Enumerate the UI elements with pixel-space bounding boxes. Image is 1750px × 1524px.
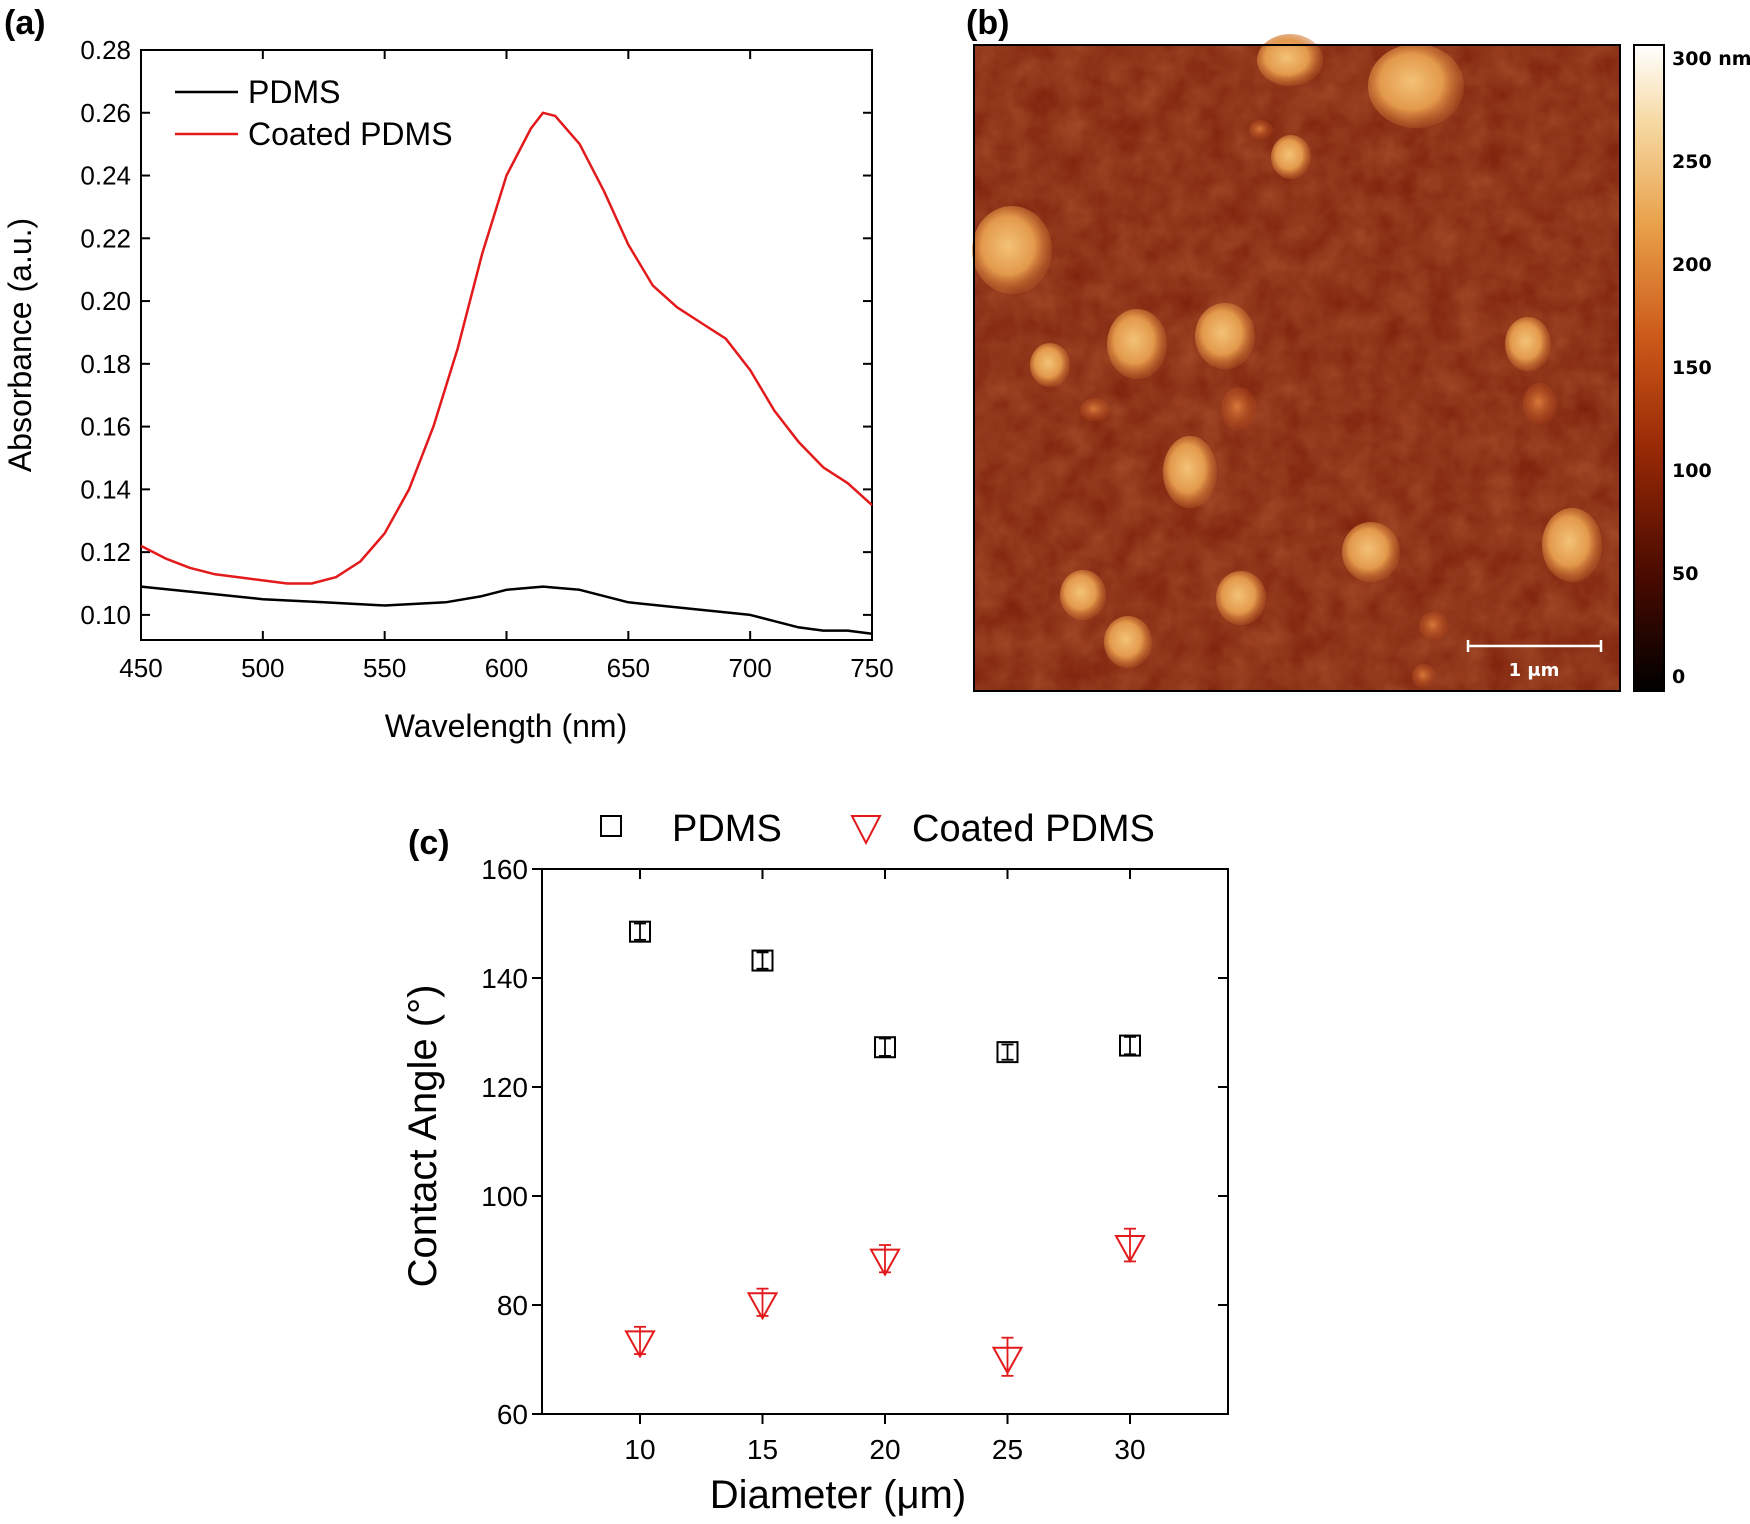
data-point-coated-pdms <box>1114 1235 1146 1264</box>
y-tick-label: 140 <box>481 963 528 994</box>
panel-c-x-ticks: 10 15 20 25 30 <box>624 869 1146 1465</box>
afm-particle <box>1368 44 1464 128</box>
y-tick-label: 0.24 <box>80 161 131 191</box>
data-point-coated-pdms <box>746 1292 779 1321</box>
y-tick-label: 0.10 <box>80 600 131 630</box>
colorbar-tick-label: 300 nm <box>1672 48 1750 70</box>
legend-marker-square <box>600 815 622 837</box>
data-point-coated-pdms <box>869 1248 901 1277</box>
afm-particle <box>1104 616 1152 668</box>
x-tick-label: 10 <box>624 1434 655 1465</box>
series-line-coated-pdms <box>140 111 873 585</box>
afm-particle <box>1107 309 1167 379</box>
y-tick-label: 0.26 <box>80 98 131 128</box>
x-tick-label: 550 <box>363 653 406 683</box>
afm-particles <box>972 34 1602 688</box>
panel-c-x-axis-title: Diameter (μm) <box>710 1473 966 1517</box>
panel-a-x-axis-title: Wavelength (nm) <box>385 708 627 744</box>
colorbar-tick-label: 250 <box>1672 151 1712 173</box>
panel-c: (c) 60 80 100 120 140 160 10 15 20 25 30 Diameter… <box>401 808 1229 1517</box>
panel-a-legend: PDMS Coated PDMS <box>175 74 453 152</box>
colorbar-tick-label: 200 <box>1672 254 1712 276</box>
data-point-coated-pdms <box>624 1330 656 1359</box>
colorbar: 300 nm 250 200 150 100 50 0 <box>1633 44 1750 692</box>
x-tick-label: 600 <box>485 653 528 683</box>
y-tick-label: 120 <box>481 1072 528 1103</box>
y-tick-label: 100 <box>481 1181 528 1212</box>
colorbar-tick-label: 150 <box>1672 357 1712 379</box>
afm-particle <box>1412 664 1436 688</box>
y-tick-label: 0.22 <box>80 223 131 253</box>
data-point-pdms <box>629 920 651 943</box>
x-tick-label: 15 <box>747 1434 778 1465</box>
afm-particle <box>1221 387 1257 431</box>
x-tick-label: 25 <box>992 1434 1023 1465</box>
data-point-pdms <box>751 949 774 972</box>
afm-particle <box>1505 317 1551 371</box>
data-point-coated-pdms <box>991 1346 1024 1375</box>
panel-c-y-axis-title: Contact Angle (°) <box>401 985 445 1288</box>
series-line-pdms <box>140 585 873 635</box>
legend-label-coated: Coated PDMS <box>248 116 453 152</box>
colorbar-gradient <box>1633 44 1665 692</box>
afm-particle <box>1271 135 1311 179</box>
colorbar-tick-label: 0 <box>1672 666 1685 688</box>
panel-a-y-ticks: 0.10 0.12 0.14 0.16 0.18 0.20 0.22 0.24 0.26 0.28 <box>80 35 872 630</box>
afm-frame <box>973 44 1621 692</box>
data-point-pdms <box>996 1041 1019 1064</box>
afm-particle <box>1163 436 1217 508</box>
panel-b: (b) 1 μm 300 nm 250 200 150 100 50 0 <box>966 4 1750 692</box>
afm-particle <box>1523 383 1557 425</box>
y-tick-label: 0.18 <box>80 349 131 379</box>
afm-particle <box>1195 303 1255 369</box>
data-point-pdms <box>1119 1034 1141 1057</box>
panel-a-y-axis-title: Absorbance (a.u.) <box>2 218 38 472</box>
afm-particle <box>1060 570 1106 620</box>
panel-a: (a) 0.10 0.12 0.14 0.16 0.18 0.20 0.22 0.24 0.26… <box>2 4 894 744</box>
afm-particle <box>1249 120 1273 140</box>
afm-particle <box>1419 612 1449 640</box>
x-tick-label: 750 <box>850 653 893 683</box>
data-point-pdms <box>874 1036 896 1059</box>
y-tick-label: 60 <box>497 1399 528 1430</box>
panel-c-y-ticks: 60 80 100 120 140 160 <box>481 854 1228 1430</box>
x-tick-label: 500 <box>241 653 284 683</box>
legend-label-pdms: PDMS <box>248 74 340 110</box>
x-tick-label: 30 <box>1114 1434 1145 1465</box>
panel-a-series <box>140 111 873 635</box>
y-tick-label: 0.12 <box>80 537 131 567</box>
panel-a-x-ticks: 450 500 550 600 650 700 750 <box>119 50 894 683</box>
afm-particle <box>1342 522 1400 582</box>
afm-particle <box>1080 398 1110 422</box>
panel-b-label: (b) <box>966 4 1009 42</box>
x-tick-label: 450 <box>119 653 162 683</box>
panel-a-label: (a) <box>4 4 46 42</box>
legend-label-coated-c: Coated PDMS <box>912 808 1155 850</box>
y-tick-label: 0.28 <box>80 35 131 65</box>
x-tick-label: 650 <box>607 653 650 683</box>
y-tick-label: 160 <box>481 854 528 885</box>
afm-image: 1 μm <box>972 34 1621 692</box>
y-tick-label: 80 <box>497 1290 528 1321</box>
x-tick-label: 20 <box>869 1434 900 1465</box>
panel-c-label: (c) <box>408 824 450 862</box>
legend-marker-triangle <box>850 815 882 846</box>
colorbar-tick-label: 100 <box>1672 460 1712 482</box>
legend-label-pdms-c: PDMS <box>672 808 782 850</box>
afm-particle <box>972 206 1052 294</box>
afm-particle <box>1542 508 1602 582</box>
panel-c-legend: PDMS Coated PDMS <box>600 808 1155 850</box>
afm-particle <box>1216 571 1266 625</box>
colorbar-tick-label: 50 <box>1672 563 1698 585</box>
scale-bar-label: 1 μm <box>1509 660 1560 681</box>
panel-c-series <box>624 920 1146 1377</box>
afm-particle <box>1030 343 1070 387</box>
y-tick-label: 0.20 <box>80 286 131 316</box>
colorbar-ticks: 300 nm 250 200 150 100 50 0 <box>1672 48 1750 688</box>
afm-particle <box>1257 34 1323 86</box>
y-tick-label: 0.14 <box>80 474 131 504</box>
x-tick-label: 700 <box>728 653 771 683</box>
y-tick-label: 0.16 <box>80 412 131 442</box>
